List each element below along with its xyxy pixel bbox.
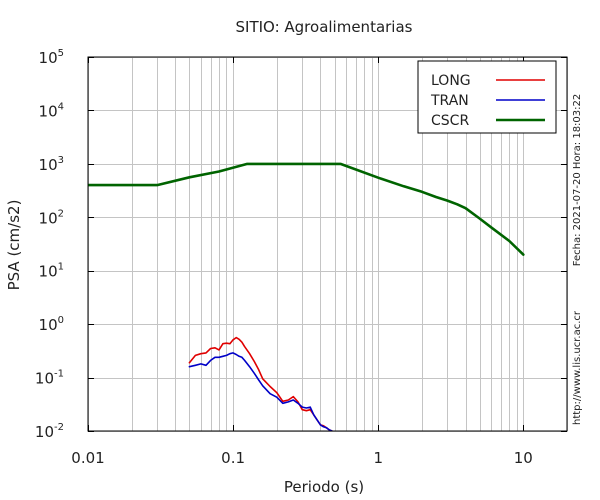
grid-layer xyxy=(88,57,568,432)
y-tick-label: 102 xyxy=(39,208,64,227)
series-line-tran xyxy=(188,352,333,431)
y-tick-label: 10-1 xyxy=(35,369,64,388)
y-tick-label: 101 xyxy=(39,262,64,281)
timestamp-text: Fecha: 2021-07-20 Hora: 18:03:22 xyxy=(572,94,583,267)
series-line-cscr xyxy=(88,162,525,256)
legend: LONG TRAN CSCR xyxy=(417,60,557,134)
y-axis-title: PSA (cm/s2) xyxy=(5,200,23,291)
legend-label-long: LONG xyxy=(431,73,471,89)
tick-label-layer: 0.01 0.1 1 10 10-2 10-1 100 101 102 103 104 105 xyxy=(35,48,533,467)
plot-frame xyxy=(87,56,568,432)
x-tick-label: 0.1 xyxy=(221,449,245,467)
x-tick-label: 10 xyxy=(514,449,533,467)
y-tick-label: 100 xyxy=(39,315,64,334)
series-layer xyxy=(88,162,525,431)
legend-label-tran: TRAN xyxy=(430,93,469,109)
url-text: http://www.lis.ucr.ac.cr xyxy=(572,310,583,425)
x-tick-label: 0.01 xyxy=(71,449,104,467)
y-tick-label: 105 xyxy=(39,48,64,67)
chart-title: SITIO: Agroalimentarias xyxy=(236,18,413,36)
tick-layer xyxy=(88,57,567,432)
y-tick-label: 104 xyxy=(39,101,64,120)
x-axis-title: Periodo (s) xyxy=(284,478,364,496)
x-tick-label: 1 xyxy=(373,449,383,467)
y-tick-label: 10-2 xyxy=(35,422,64,441)
legend-label-cscr: CSCR xyxy=(431,113,469,129)
y-tick-label: 103 xyxy=(39,155,64,174)
